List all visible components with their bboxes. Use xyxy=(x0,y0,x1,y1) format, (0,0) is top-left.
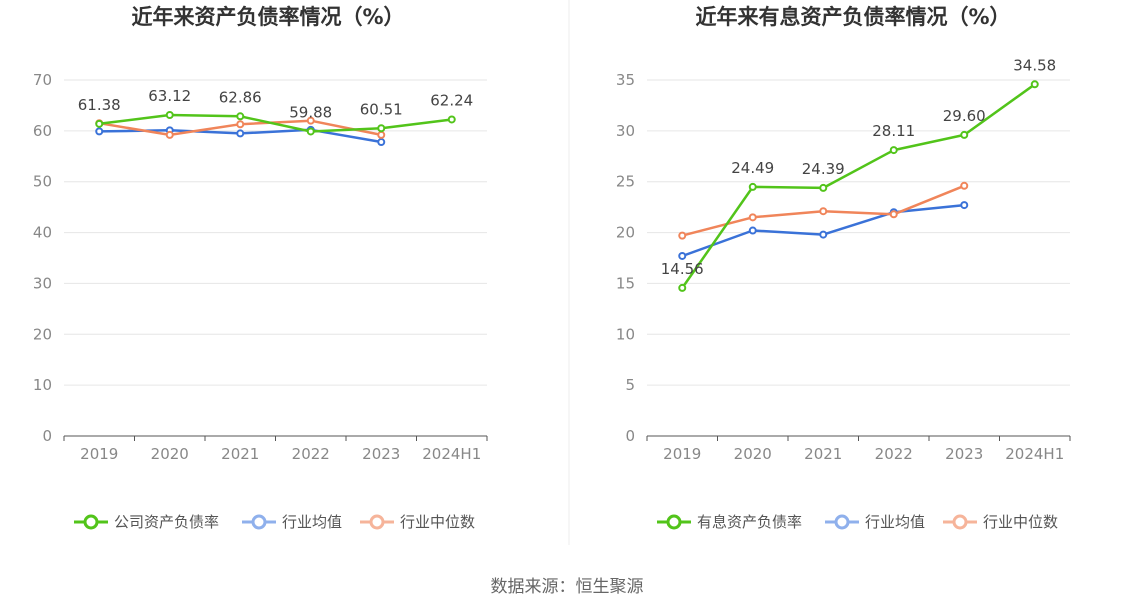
data-point-industry-avg xyxy=(819,230,828,239)
data-point-industry-median xyxy=(377,130,386,139)
x-tick-label: 2024H1 xyxy=(1005,445,1064,463)
legend-label-industry-avg: 行业均值 xyxy=(282,513,342,531)
data-point-industry-avg xyxy=(678,251,687,260)
x-tick-label: 2020 xyxy=(151,445,189,463)
data-point-industry-median xyxy=(889,210,898,219)
y-tick-label: 30 xyxy=(33,274,52,292)
data-point-industry-avg xyxy=(95,127,104,136)
x-tick-label: 2024H1 xyxy=(422,445,481,463)
y-tick-label: 20 xyxy=(616,224,635,242)
data-label: 62.24 xyxy=(430,91,473,109)
data-point-company xyxy=(447,115,456,124)
data-source: 数据来源：恒生聚源 xyxy=(491,577,644,597)
data-label: 14.56 xyxy=(661,260,704,278)
y-tick-label: 25 xyxy=(616,173,635,191)
data-point-industry-avg xyxy=(748,226,757,235)
y-tick-label: 35 xyxy=(616,71,635,89)
y-tick-label: 20 xyxy=(33,325,52,343)
x-tick-label: 2019 xyxy=(663,445,701,463)
data-label: 61.38 xyxy=(78,96,121,114)
data-label: 24.49 xyxy=(731,159,774,177)
x-tick-label: 2019 xyxy=(80,445,118,463)
data-point-industry-median xyxy=(165,130,174,139)
y-tick-label: 10 xyxy=(616,325,635,343)
data-point-industry-median xyxy=(678,231,687,240)
data-label: 34.58 xyxy=(1013,56,1056,74)
data-point-company xyxy=(165,110,174,119)
data-point-company xyxy=(1030,80,1039,89)
y-tick-label: 10 xyxy=(33,376,52,394)
x-tick-label: 2023 xyxy=(362,445,400,463)
data-point-industry-avg xyxy=(960,201,969,210)
data-label: 29.60 xyxy=(943,107,986,125)
x-tick-label: 2020 xyxy=(734,445,772,463)
data-point-company xyxy=(377,124,386,133)
y-tick-label: 50 xyxy=(33,173,52,191)
data-point-company xyxy=(236,112,245,121)
data-point-industry-avg xyxy=(377,138,386,147)
y-tick-label: 60 xyxy=(33,122,52,140)
data-point-industry-median xyxy=(236,120,245,129)
y-tick-label: 30 xyxy=(616,122,635,140)
data-label: 59.88 xyxy=(289,103,332,121)
legend-marker-company xyxy=(666,514,682,530)
data-label: 62.86 xyxy=(219,88,262,106)
data-point-industry-median xyxy=(960,181,969,190)
x-tick-label: 2022 xyxy=(292,445,330,463)
data-point-company xyxy=(678,283,687,292)
legend-marker-company xyxy=(83,514,99,530)
data-point-industry-median xyxy=(306,116,315,125)
data-label: 60.51 xyxy=(360,100,403,118)
data-point-company xyxy=(819,183,828,192)
x-tick-label: 2021 xyxy=(804,445,842,463)
series-line-company xyxy=(681,83,1036,289)
x-tick-label: 2022 xyxy=(875,445,913,463)
legend-label-company: 有息资产负债率 xyxy=(697,513,802,531)
chart-interest-debt-ratio: 近年来有息资产负债率情况（%） 0 5 10 15 20 25 30 35 2019 2020 202… xyxy=(616,5,1071,531)
data-point-company xyxy=(306,127,315,136)
data-label: 63.12 xyxy=(148,87,191,105)
chart-title: 近年来资产负债率情况（%） xyxy=(131,5,404,29)
y-tick-label: 15 xyxy=(616,274,635,292)
y-tick-label: 70 xyxy=(33,71,52,89)
data-point-company xyxy=(748,182,757,191)
y-tick-label: 5 xyxy=(625,376,635,394)
legend-label-industry-median: 行业中位数 xyxy=(983,513,1058,531)
legend-marker-industry-median xyxy=(369,514,385,530)
data-point-company xyxy=(889,146,898,155)
chart-debt-ratio: 近年来资产负债率情况（%） 0 10 20 30 40 50 60 70 2019 2020 2021… xyxy=(33,5,488,531)
data-point-company xyxy=(960,130,969,139)
x-tick-label: 2023 xyxy=(945,445,983,463)
y-tick-label: 0 xyxy=(625,427,635,445)
chart-title: 近年来有息资产负债率情况（%） xyxy=(695,5,1010,29)
y-tick-label: 40 xyxy=(33,224,52,242)
data-point-industry-avg xyxy=(236,129,245,138)
legend-label-industry-median: 行业中位数 xyxy=(400,513,475,531)
data-label: 28.11 xyxy=(872,122,915,140)
legend-marker-industry-avg xyxy=(251,514,267,530)
data-point-industry-median xyxy=(819,207,828,216)
data-point-company xyxy=(95,119,104,128)
legend-marker-industry-avg xyxy=(834,514,850,530)
data-label: 24.39 xyxy=(802,160,845,178)
legend-marker-industry-median xyxy=(952,514,968,530)
y-tick-label: 0 xyxy=(42,427,52,445)
legend-label-company: 公司资产负债率 xyxy=(114,513,219,531)
x-tick-label: 2021 xyxy=(221,445,259,463)
legend-label-industry-avg: 行业均值 xyxy=(865,513,925,531)
data-point-industry-median xyxy=(748,213,757,222)
series-line-company xyxy=(99,113,452,133)
